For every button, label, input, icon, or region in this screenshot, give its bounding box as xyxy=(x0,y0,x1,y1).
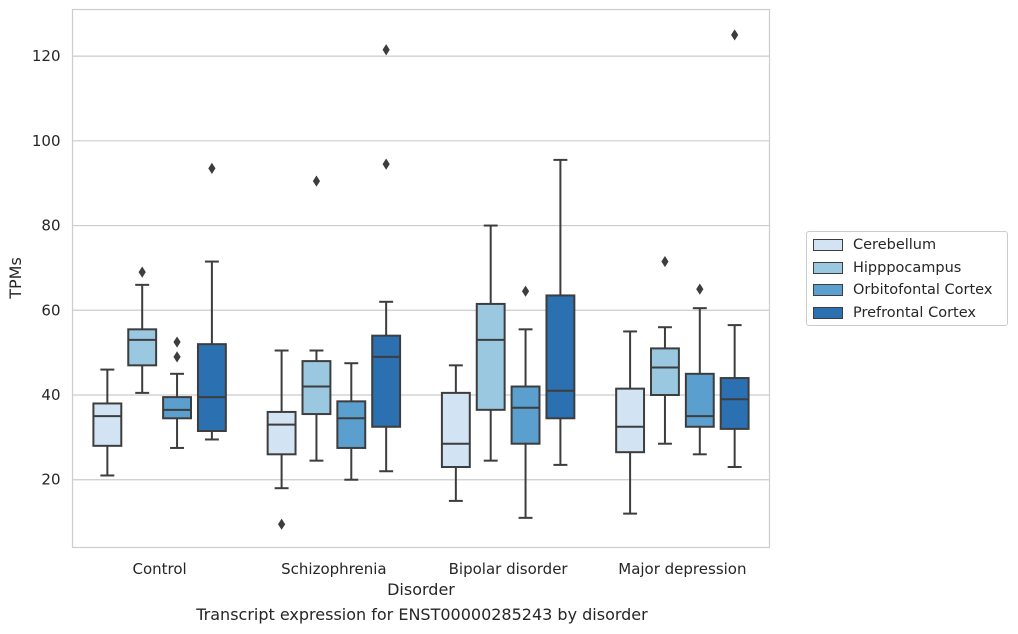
x-tick-label: Control xyxy=(133,560,187,578)
box xyxy=(266,410,297,456)
box xyxy=(371,334,402,428)
outlier-point xyxy=(312,175,321,187)
box xyxy=(475,302,506,411)
box xyxy=(196,343,227,433)
outlier-point xyxy=(731,29,739,41)
legend-label: Cerebellum xyxy=(853,237,937,253)
y-tick-label: 80 xyxy=(41,217,60,235)
y-tick-label: 120 xyxy=(32,47,61,65)
box xyxy=(162,396,192,420)
y-tick-label: 60 xyxy=(41,301,60,319)
outlier-point xyxy=(208,162,216,174)
box-group xyxy=(301,175,332,462)
box-group xyxy=(545,158,576,466)
box xyxy=(440,391,471,469)
box-group xyxy=(684,283,715,456)
legend-item-prefrontal-cortex: Prefrontal Cortex xyxy=(813,303,976,323)
outlier-point xyxy=(696,283,704,295)
x-tick-label: Bipolar disorder xyxy=(449,560,569,578)
outlier-point xyxy=(382,158,390,170)
legend-label: Hipppocampus xyxy=(853,260,962,276)
box-group xyxy=(162,336,192,449)
box xyxy=(336,400,367,449)
outlier-point xyxy=(521,285,530,297)
box-group xyxy=(650,255,680,445)
box-group xyxy=(266,349,297,530)
legend-swatch xyxy=(813,262,843,274)
figure-caption: Transcript expression for ENST0000028524… xyxy=(196,605,648,624)
legend-swatch xyxy=(813,239,843,251)
box xyxy=(719,377,750,430)
box xyxy=(127,328,158,367)
box-group xyxy=(92,368,123,477)
legend-swatch xyxy=(813,307,843,319)
legend-item-hippocampus: Hipppocampus xyxy=(813,258,961,278)
legend-item-orbitofrontal-cortex: Orbitofontal Cortex xyxy=(813,280,992,300)
box-group xyxy=(440,364,471,502)
legend-swatch xyxy=(813,284,843,296)
y-tick-label: 100 xyxy=(32,132,61,150)
x-axis-label: Disorder xyxy=(387,580,455,599)
legend: Cerebellum Hipppocampus Orbitofontal Cor… xyxy=(806,231,1008,326)
legend-item-cerebellum: Cerebellum xyxy=(813,235,936,255)
box xyxy=(92,402,123,447)
legend-label: Prefrontal Cortex xyxy=(853,305,976,321)
outlier-point xyxy=(382,44,390,56)
box-group xyxy=(196,162,227,441)
grid-lines xyxy=(72,55,770,481)
outlier-point xyxy=(138,266,146,278)
outlier-point xyxy=(278,518,286,530)
y-tick-labels: 20 40 60 80 100 120 xyxy=(32,47,61,489)
outlier-point xyxy=(173,351,181,363)
outlier-point xyxy=(661,255,669,268)
box-group xyxy=(475,224,506,462)
plot-area-frame xyxy=(71,8,771,549)
box-group xyxy=(719,29,750,469)
x-tick-labels: Control Schizophrenia Bipolar disorder Majo… xyxy=(133,560,747,578)
y-tick-label: 40 xyxy=(41,386,60,404)
box xyxy=(684,372,715,428)
box-group xyxy=(615,330,646,515)
x-tick-label: Major depression xyxy=(618,560,746,578)
box-group xyxy=(127,266,158,394)
box-marks xyxy=(92,29,750,530)
box xyxy=(510,385,541,445)
y-tick-label: 20 xyxy=(41,471,60,489)
box-group xyxy=(371,44,402,473)
outlier-point xyxy=(173,336,181,348)
y-axis-label: TPMs xyxy=(6,257,25,300)
legend-label: Orbitofontal Cortex xyxy=(853,282,993,298)
box xyxy=(301,360,332,416)
box xyxy=(615,387,646,454)
box-group xyxy=(510,285,541,519)
x-tick-label: Schizophrenia xyxy=(281,560,386,578)
box xyxy=(545,294,576,420)
box-group xyxy=(336,362,367,481)
box xyxy=(650,347,680,396)
